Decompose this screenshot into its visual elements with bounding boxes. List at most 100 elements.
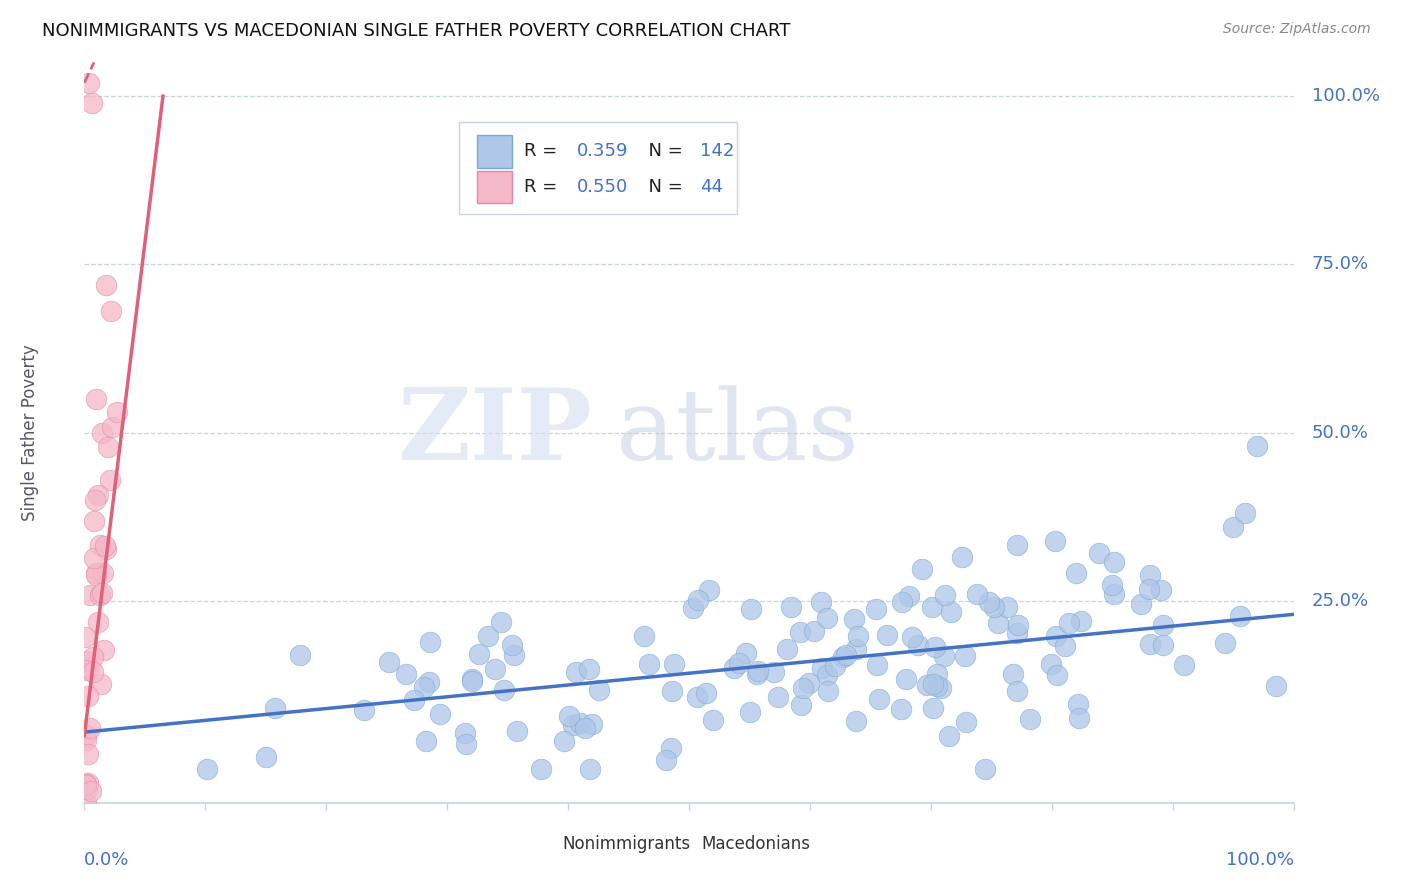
Point	[891, 595, 914, 609]
Point	[506, 724, 529, 739]
Point	[77, 689, 100, 703]
Point	[91, 566, 114, 581]
Text: 0.359: 0.359	[576, 143, 628, 161]
Point	[84, 566, 107, 580]
Point	[75, 733, 97, 747]
Point	[77, 76, 100, 90]
Text: NONIMMIGRANTS VS MACEDONIAN SINGLE FATHER POVERTY CORRELATION CHART: NONIMMIGRANTS VS MACEDONIAN SINGLE FATHE…	[42, 22, 790, 40]
Point	[1001, 666, 1024, 681]
Point	[378, 656, 401, 670]
Point	[558, 709, 581, 723]
Point	[79, 588, 101, 602]
Point	[835, 648, 858, 663]
Text: R =: R =	[524, 143, 564, 161]
Point	[413, 680, 436, 694]
Text: 25.0%: 25.0%	[1312, 592, 1369, 610]
Point	[865, 601, 887, 615]
Point	[979, 595, 1001, 609]
Point	[94, 277, 117, 292]
Point	[662, 657, 685, 671]
Point	[83, 550, 105, 565]
Text: N =: N =	[637, 143, 689, 161]
Point	[797, 675, 820, 690]
Point	[915, 678, 938, 692]
Point	[581, 717, 603, 731]
Point	[1213, 635, 1236, 649]
Point	[1246, 439, 1268, 453]
Point	[1222, 520, 1244, 534]
Point	[955, 715, 977, 730]
Point	[776, 642, 799, 657]
Point	[1234, 507, 1257, 521]
Point	[578, 662, 600, 676]
Point	[530, 762, 553, 776]
Point	[1007, 626, 1029, 640]
Point	[254, 749, 277, 764]
Point	[568, 715, 591, 730]
Point	[503, 648, 526, 662]
Point	[817, 668, 839, 682]
Point	[845, 642, 868, 657]
Text: Macedonians: Macedonians	[702, 835, 810, 853]
Point	[1005, 684, 1028, 698]
Point	[86, 392, 108, 406]
Point	[418, 675, 440, 690]
Point	[1040, 657, 1063, 671]
Point	[80, 95, 103, 110]
Point	[695, 686, 717, 700]
Point	[934, 588, 956, 602]
Point	[637, 657, 659, 671]
Point	[1139, 637, 1161, 651]
Point	[685, 690, 707, 704]
Point	[790, 698, 813, 712]
Point	[921, 700, 943, 714]
Point	[460, 673, 482, 688]
Point	[779, 599, 801, 614]
Point	[890, 702, 912, 716]
Text: 142: 142	[700, 143, 734, 161]
Point	[723, 661, 745, 675]
Point	[1054, 639, 1077, 653]
Point	[75, 663, 97, 677]
Point	[1019, 712, 1042, 726]
Point	[89, 538, 111, 552]
Point	[429, 706, 451, 721]
Point	[633, 629, 655, 643]
Point	[803, 624, 825, 638]
Point	[1070, 614, 1092, 628]
Point	[489, 615, 512, 629]
Point	[810, 661, 832, 675]
Text: atlas: atlas	[616, 384, 859, 481]
Point	[75, 778, 97, 792]
Point	[460, 673, 482, 687]
Point	[553, 734, 575, 748]
Point	[87, 487, 110, 501]
Point	[288, 648, 311, 662]
Point	[1149, 583, 1171, 598]
Point	[832, 649, 855, 664]
Point	[353, 703, 375, 717]
Point	[492, 682, 515, 697]
Text: 75.0%: 75.0%	[1312, 255, 1369, 273]
Text: ZIP: ZIP	[398, 384, 592, 481]
Point	[702, 713, 724, 727]
Point	[1088, 546, 1111, 560]
Point	[588, 683, 610, 698]
Point	[75, 796, 97, 810]
Text: Nonimmigrants: Nonimmigrants	[562, 835, 690, 853]
Point	[75, 630, 97, 644]
Point	[1005, 538, 1028, 552]
Point	[973, 762, 995, 776]
Point	[1152, 618, 1174, 632]
Point	[75, 728, 97, 742]
Point	[1102, 555, 1125, 569]
Point	[75, 777, 97, 791]
Point	[415, 734, 437, 748]
Point	[896, 672, 918, 686]
Point	[735, 646, 758, 660]
Point	[73, 780, 96, 795]
Text: N =: N =	[637, 178, 689, 196]
Text: 0.550: 0.550	[576, 178, 627, 196]
FancyBboxPatch shape	[523, 827, 555, 860]
FancyBboxPatch shape	[662, 827, 693, 860]
